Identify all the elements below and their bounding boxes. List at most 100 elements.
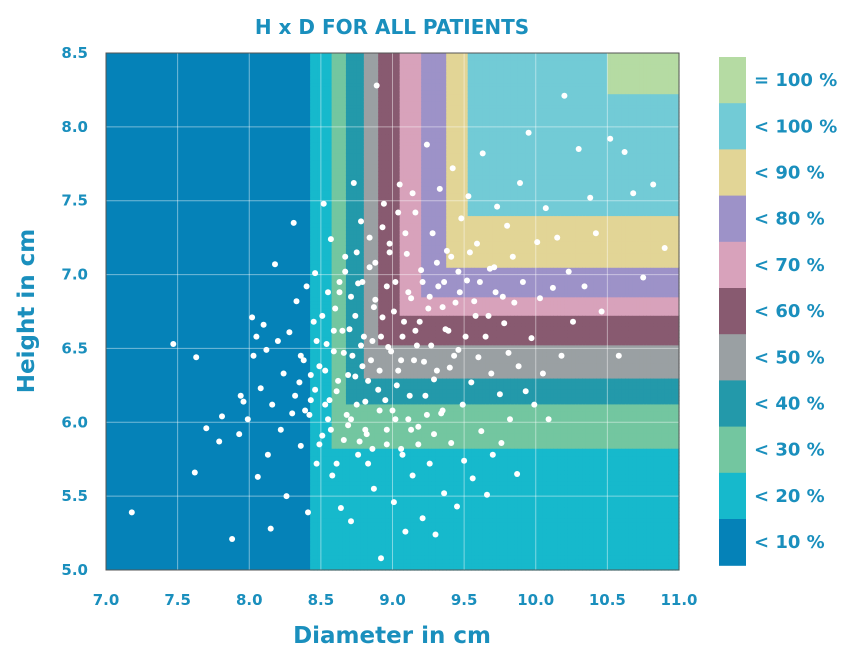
heatmap-cell: [385, 355, 390, 361]
heatmap-cell: [378, 385, 383, 390]
heatmap-cell: [413, 97, 419, 102]
heatmap-cell: [324, 540, 329, 545]
heatmap-cell: [328, 189, 333, 194]
heatmap-cell: [345, 392, 351, 398]
heatmap-cell: [406, 558, 412, 564]
heatmap-cell: [378, 64, 383, 69]
heatmap-cell: [345, 60, 351, 65]
heatmap-cell: [399, 381, 404, 386]
heatmap-cell: [342, 304, 347, 309]
heatmap-cell: [353, 411, 358, 416]
heatmap-cell: [353, 318, 358, 324]
heatmap-cell: [349, 112, 354, 117]
heatmap-cell: [374, 437, 379, 442]
heatmap-cell: [367, 381, 372, 386]
heatmap-cell: [335, 558, 340, 564]
heatmap-cell: [378, 348, 383, 353]
heatmap-cell: [371, 510, 376, 516]
heatmap-cell: [406, 112, 412, 117]
heatmap-cell: [410, 333, 415, 338]
heatmap-cell: [403, 285, 408, 290]
heatmap-cell: [367, 333, 372, 338]
heatmap-cell: [406, 119, 412, 124]
heatmap-cell: [313, 496, 318, 501]
heatmap-cell: [328, 300, 333, 305]
heatmap-cell: [360, 178, 365, 183]
heatmap-cell: [378, 318, 383, 324]
heatmap-cell: [399, 267, 404, 272]
heatmap-cell: [356, 359, 361, 364]
heatmap-cell: [342, 344, 347, 350]
heatmap-cell: [363, 499, 369, 505]
heatmap-cell: [331, 400, 336, 405]
heatmap-cell: [349, 174, 354, 180]
heatmap-cell: [353, 473, 358, 479]
heatmap-cell: [374, 400, 379, 405]
heatmap-cell: [428, 448, 433, 453]
heatmap-cell: [317, 119, 322, 124]
heatmap-cell: [310, 555, 315, 560]
heatmap-cell: [310, 499, 315, 505]
heatmap-cell: [399, 256, 404, 261]
heatmap-cell: [331, 496, 336, 501]
heatmap-cell: [396, 134, 401, 139]
heatmap-cell: [431, 112, 437, 117]
heatmap-cell: [371, 89, 376, 95]
heatmap-cell: [324, 459, 329, 464]
heatmap-cell: [367, 222, 372, 228]
heatmap-cell: [428, 510, 433, 516]
heatmap-cell: [378, 518, 383, 523]
heatmap-cell: [338, 562, 343, 567]
heatmap-cell: [345, 123, 351, 128]
heatmap-cell: [360, 337, 365, 342]
heatmap-cell: [431, 267, 437, 272]
heatmap-cell: [406, 411, 412, 416]
heatmap-cell: [317, 67, 322, 73]
heatmap-cell: [360, 437, 365, 442]
heatmap-cell: [353, 370, 358, 375]
heatmap-cell: [403, 444, 408, 449]
heatmap-cell: [424, 89, 429, 95]
heatmap-cell: [406, 267, 412, 272]
heatmap-cell: [360, 149, 365, 154]
heatmap-cell: [324, 555, 329, 560]
heatmap-cell: [406, 171, 412, 176]
heatmap-cell: [421, 437, 426, 442]
heatmap-cell: [349, 123, 354, 128]
heatmap-cell: [363, 137, 369, 143]
heatmap-cell: [345, 488, 351, 494]
heatmap-cell: [324, 514, 329, 519]
heatmap-cell: [356, 86, 361, 91]
heatmap-cell: [313, 82, 318, 87]
heatmap-cell: [313, 414, 318, 420]
heatmap-cell: [385, 525, 390, 530]
heatmap-cell: [381, 285, 386, 290]
heatmap-cell: [338, 473, 343, 479]
heatmap-cell: [335, 293, 340, 298]
heatmap-cell: [335, 425, 340, 431]
heatmap-cell: [349, 322, 354, 327]
heatmap-cell: [356, 307, 361, 313]
heatmap-cell: [374, 462, 379, 468]
heatmap-cell: [378, 281, 383, 287]
heatmap-cell: [417, 385, 422, 390]
heatmap-cell: [338, 123, 343, 128]
heatmap-cell: [399, 477, 404, 482]
heatmap-cell: [392, 396, 397, 401]
heatmap-cell: [396, 197, 401, 202]
heatmap-cell: [374, 208, 379, 213]
heatmap-cell: [328, 318, 333, 324]
heatmap-cell: [328, 533, 333, 538]
heatmap-cell: [388, 514, 394, 519]
heatmap-cell: [335, 174, 340, 180]
heatmap-cell: [367, 304, 372, 309]
heatmap-cell: [388, 363, 394, 368]
heatmap-cell: [417, 141, 422, 146]
heatmap-cell: [410, 485, 415, 490]
heatmap-cell: [424, 200, 429, 205]
heatmap-cell: [421, 185, 426, 191]
heatmap-cell: [328, 53, 333, 58]
heatmap-cell: [381, 245, 386, 250]
heatmap-cell: [410, 514, 415, 519]
heatmap-cell: [360, 448, 365, 453]
